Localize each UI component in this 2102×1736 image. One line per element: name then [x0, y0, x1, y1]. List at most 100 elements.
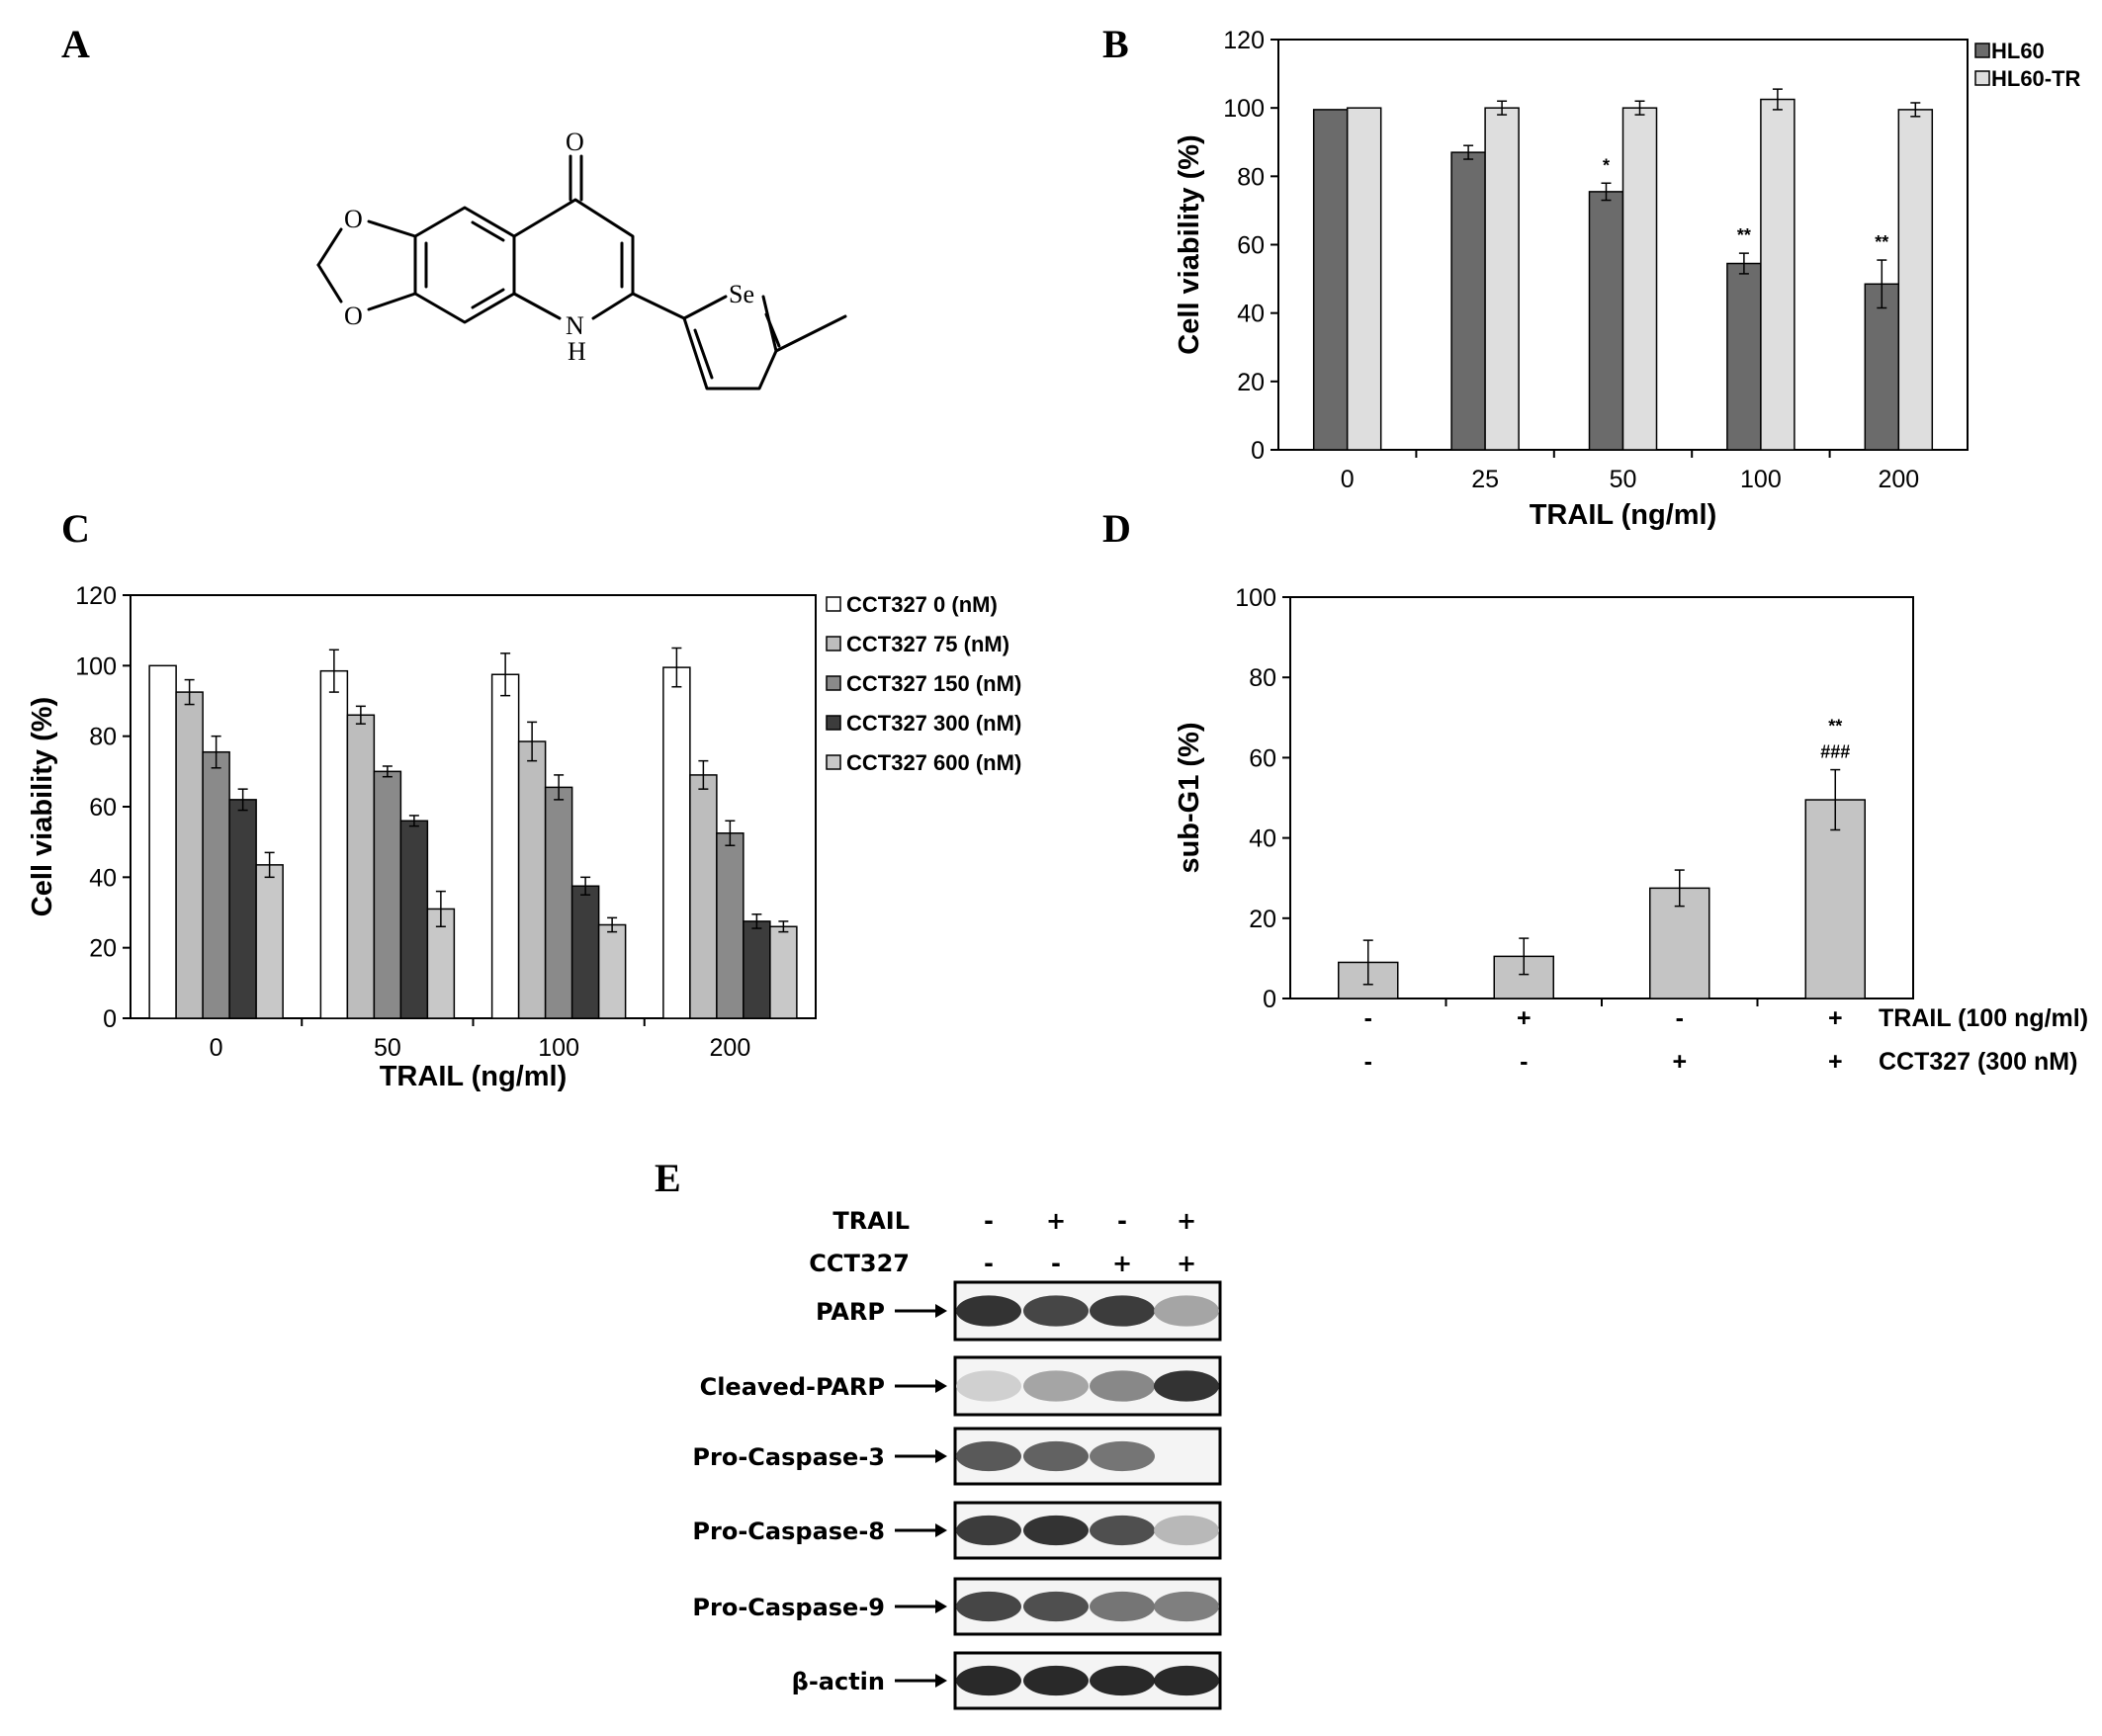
panel-letter-c: C	[61, 506, 90, 551]
bar	[228, 799, 257, 1019]
x-tick-label: 50	[1610, 466, 1637, 493]
y-tick-label: 120	[1223, 27, 1265, 54]
y-axis-label: Cell viability (%)	[1174, 134, 1205, 354]
bar	[1588, 191, 1624, 451]
selenophene-ring	[682, 295, 778, 391]
arrow-head-icon	[935, 1449, 947, 1463]
legend-swatch	[826, 636, 841, 651]
blot-row-label: Cleaved-PARP	[700, 1373, 885, 1401]
bond	[471, 288, 505, 309]
y-tick-label: 100	[1223, 95, 1265, 123]
bond	[512, 292, 562, 320]
bar	[689, 774, 718, 1019]
benzene-ring	[413, 206, 516, 324]
bond	[774, 314, 847, 353]
x-tick-label: 50	[374, 1034, 401, 1062]
bar	[1726, 262, 1762, 451]
legend-label: CCT327 150 (nM)	[846, 671, 1021, 696]
y-tick-label: 120	[75, 582, 117, 610]
blot-band	[1154, 1665, 1219, 1696]
bar	[175, 691, 204, 1019]
blot-band	[1154, 1295, 1219, 1327]
pyridinone-ring	[512, 198, 635, 320]
bond	[764, 312, 781, 348]
bond	[682, 295, 728, 320]
panel-letter-b: B	[1102, 22, 1129, 66]
y-tick-label: 0	[1263, 986, 1276, 1013]
y-tick-label: 20	[89, 935, 117, 963]
legend-label: CCT327 75 (nM)	[846, 632, 1009, 656]
y-axis-label: sub-G1 (%)	[1174, 722, 1205, 873]
significance-marker: **	[1828, 717, 1842, 737]
x-tick-label: 0	[210, 1034, 223, 1062]
bar	[1760, 98, 1795, 451]
bar	[1346, 107, 1382, 451]
y-tick-label: 0	[103, 1005, 117, 1033]
bond	[471, 220, 505, 242]
row-label-cct327: CCT327 (300 nM)	[1879, 1048, 2077, 1076]
significance-marker: *	[1603, 155, 1610, 175]
panel-letter-e: E	[655, 1156, 681, 1200]
significance-marker: **	[1875, 232, 1888, 252]
bar	[1864, 283, 1900, 451]
blot-header-sign: -	[984, 1250, 994, 1277]
bar	[373, 770, 402, 1019]
bar	[202, 750, 230, 1019]
atom-o: O	[344, 205, 363, 233]
chart-d: 0 20 40 60 80 100 ** ### - - + - - + + + TRAIL (100 ng/m…	[1174, 584, 2088, 1076]
legend-swatch	[826, 754, 841, 770]
bar	[1450, 151, 1486, 451]
y-tick-label: 40	[89, 864, 117, 892]
legend-swatch	[1974, 43, 1990, 58]
bond	[367, 219, 417, 238]
atom-n: N	[566, 311, 584, 340]
bond	[316, 263, 343, 304]
blot-band	[956, 1370, 1021, 1402]
legend-label: HL60	[1991, 39, 2045, 63]
blot-header-sign: -	[1051, 1250, 1061, 1277]
legend-label: CCT327 300 (nM)	[846, 711, 1021, 736]
x-tick-label: 25	[1471, 466, 1499, 493]
arrow-head-icon	[935, 1674, 947, 1688]
blot-band	[1023, 1665, 1089, 1696]
atom-h: H	[568, 337, 586, 366]
blot-band	[1154, 1591, 1219, 1622]
bar	[1484, 107, 1520, 451]
cct327-sign: -	[1364, 1048, 1372, 1076]
y-tick-label: 20	[1237, 369, 1265, 396]
blot-band	[1023, 1591, 1089, 1622]
bond	[631, 292, 686, 320]
y-tick-label: 40	[1237, 301, 1265, 328]
cct327-sign: +	[1672, 1048, 1687, 1076]
x-tick-label: 100	[1740, 466, 1782, 493]
blot-band	[1090, 1295, 1155, 1327]
cct327-sign: -	[1520, 1048, 1528, 1076]
panel-letter-d: D	[1102, 506, 1131, 551]
bond	[367, 292, 417, 311]
y-tick-label: 80	[1237, 163, 1265, 191]
chart-c: 0 20 40 60 80 100 120 0 50 100 200 TRAIL (ng/ml) Cel…	[27, 582, 1021, 1092]
panel-letter-a: A	[61, 22, 90, 66]
y-tick-label: 60	[1237, 232, 1265, 260]
legend-label: CCT327 600 (nM)	[846, 750, 1021, 775]
x-tick-label: 0	[1341, 466, 1355, 493]
bar	[743, 920, 771, 1019]
blot-header-label: CCT327	[809, 1250, 910, 1277]
blot-band	[1023, 1295, 1089, 1327]
bar	[769, 925, 798, 1019]
blot-band	[1090, 1515, 1155, 1546]
legend-swatch	[826, 675, 841, 691]
bar	[346, 714, 376, 1019]
blot-header-sign: +	[1112, 1250, 1132, 1277]
arrow-head-icon	[935, 1379, 947, 1393]
bar	[1312, 109, 1349, 451]
bar	[517, 740, 547, 1019]
bar	[1804, 799, 1866, 999]
bar	[570, 885, 600, 1019]
bar	[319, 669, 349, 1019]
bar	[597, 923, 627, 1019]
x-axis-label: TRAIL (ng/ml)	[380, 1061, 568, 1092]
blot-band	[1154, 1515, 1219, 1546]
blot-row-label: Pro-Caspase-3	[692, 1443, 885, 1471]
bar	[544, 786, 573, 1019]
